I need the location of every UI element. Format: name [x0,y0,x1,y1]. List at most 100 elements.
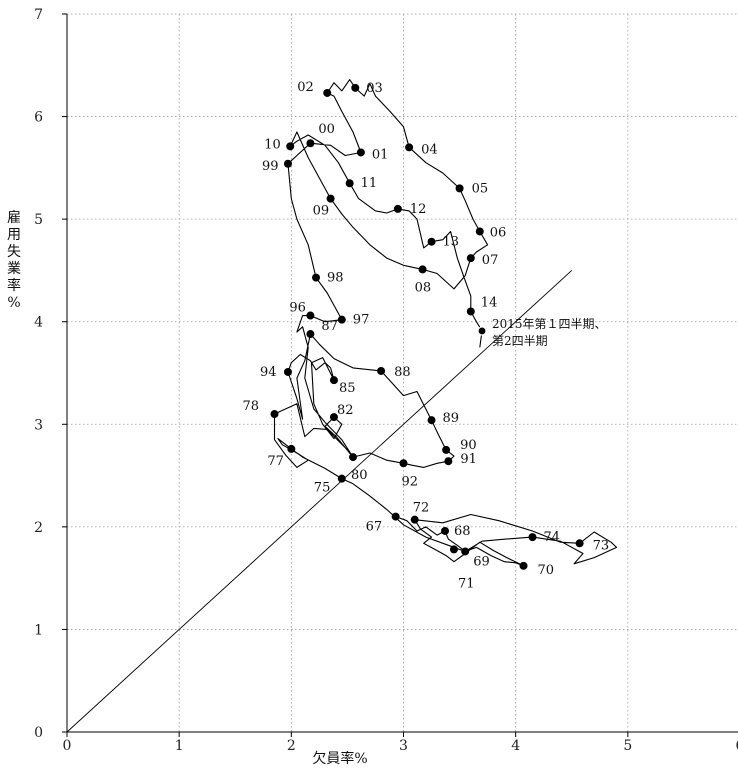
data-point-03 [351,83,360,92]
point-label-98: 98 [327,271,344,286]
data-point-88 [377,366,386,375]
data-point-73 [575,539,584,548]
data-point-14 [466,307,475,316]
y-tick-label: 6 [34,110,43,126]
y-tick-label: 5 [34,212,43,228]
point-label-99: 99 [262,159,279,174]
point-label-82: 82 [337,403,354,418]
data-point-07 [466,254,475,263]
data-point-05 [455,184,464,193]
data-point-09 [326,194,335,203]
point-label-02: 02 [297,80,314,95]
data-point-91 [444,457,453,466]
data-point-67 [391,512,400,521]
point-label-70: 70 [538,563,555,578]
data-point-11 [345,179,354,188]
point-label-68: 68 [454,524,471,539]
y-tick-label: 0 [34,725,43,741]
data-point-04 [405,143,414,152]
point-label-05: 05 [472,181,489,196]
point-label-89: 89 [443,411,460,426]
data-point-90 [442,445,451,454]
point-label-87: 87 [321,319,338,334]
axes: 012345601234567 [34,7,738,754]
point-label-75: 75 [314,481,331,496]
data-point-68 [441,526,450,535]
data-point-74 [528,533,537,542]
data-point-89 [427,416,436,425]
data-point-69 [461,547,470,556]
data-point-87 [306,330,315,339]
x-tick-label: 0 [63,738,72,754]
point-label-03: 03 [366,81,383,96]
data-point-71 [449,545,458,554]
point-label-72: 72 [413,501,430,516]
x-tick-label: 1 [175,738,184,754]
data-point-85 [329,376,338,385]
data-points [270,83,584,570]
point-label-08: 08 [415,280,432,295]
trajectory-line [273,79,618,567]
x-tick-label: 6 [736,738,738,754]
data-point-92 [399,459,408,468]
y-tick-label: 7 [34,7,43,23]
point-label-71: 71 [458,576,475,591]
point-label-06: 06 [490,225,507,240]
point-label-11: 11 [361,176,378,191]
y-tick-label: 1 [34,622,43,638]
point-label-74: 74 [543,530,560,545]
x-tick-label: 5 [623,738,632,754]
point-label-91: 91 [460,452,477,467]
x-tick-label: 3 [399,738,408,754]
data-point-99 [283,159,292,168]
data-point-96 [306,311,315,320]
data-point-75 [337,474,346,483]
point-label-13: 13 [443,235,460,250]
point-label-12: 12 [410,202,427,217]
data-point-82 [329,413,338,422]
point-label-07: 07 [482,253,499,268]
point-label-01: 01 [372,147,389,162]
data-point-01 [356,148,365,157]
data-point-98 [312,273,321,282]
point-label-92: 92 [402,474,419,489]
data-point-12 [393,204,402,213]
x-tick-label: 2 [287,738,296,754]
reference-line [66,270,573,733]
y-axis-label: 雇用失業率% [7,209,21,311]
point-label-67: 67 [366,520,383,535]
point-label-10: 10 [264,137,281,152]
y-tick-label: 2 [34,520,43,536]
point-label-85: 85 [339,381,356,396]
point-label-69: 69 [473,554,490,569]
trajectory-series [273,79,618,567]
y-tick-label: 3 [34,417,43,433]
data-point-77 [287,444,296,453]
data-point-08 [418,265,427,274]
data-point-78 [270,410,279,419]
point-label-14: 14 [481,295,498,310]
data-point-70 [519,561,528,570]
data-point-06 [475,227,484,236]
annotation-text: 2015年第１四半期、第2四半期 [492,317,607,348]
point-label-00: 00 [318,122,335,137]
data-point-10 [286,142,295,151]
endpoint-marker [477,326,487,336]
point-label-88: 88 [394,365,411,380]
data-point-94 [283,367,292,376]
point-label-77: 77 [267,454,284,469]
point-label-94: 94 [260,365,277,380]
y-tick-label: 4 [34,315,43,331]
data-point-00 [306,139,315,148]
point-label-73: 73 [593,538,610,553]
point-label-04: 04 [421,142,438,157]
point-label-96: 96 [289,301,306,316]
x-tick-label: 4 [511,738,520,754]
data-point-80 [349,453,358,462]
data-point-72 [410,515,419,524]
point-label-09: 09 [313,204,330,219]
reference-45-line [66,270,573,733]
data-point-13 [427,237,436,246]
